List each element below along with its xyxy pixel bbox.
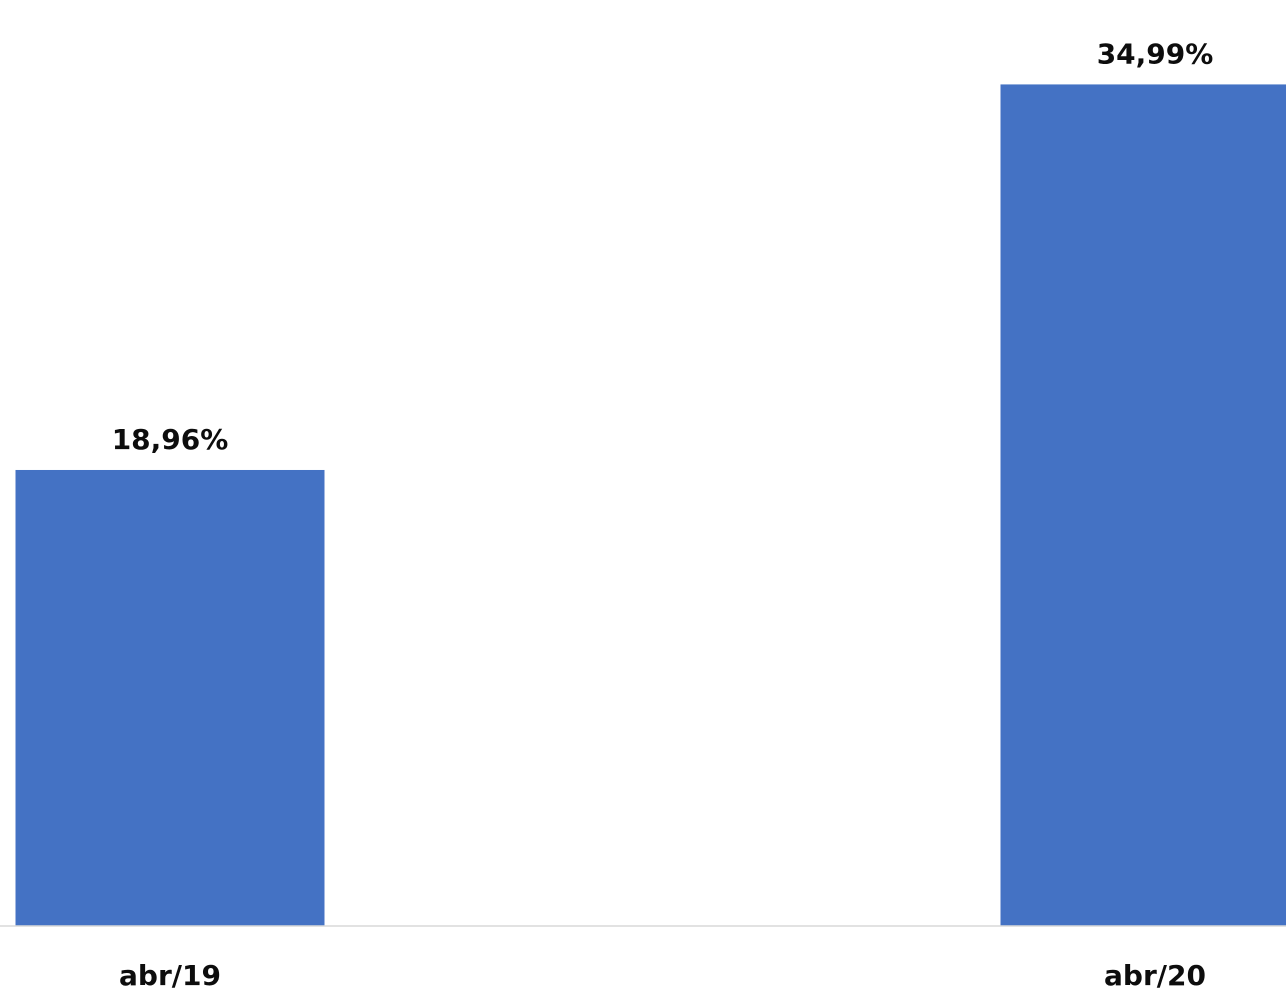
bar-1 xyxy=(15,469,325,926)
bar-2 xyxy=(1000,84,1286,926)
x-tick-label-2: abr/20 xyxy=(1104,959,1206,992)
x-tick-label-1: abr/19 xyxy=(119,959,221,992)
data-label-2: 34,99% xyxy=(1097,37,1214,70)
bars-group xyxy=(15,84,1286,926)
data-labels-group: 18,96% 34,99% xyxy=(112,37,1214,456)
data-label-1: 18,96% xyxy=(112,423,229,456)
x-tick-labels-group: abr/19 abr/20 xyxy=(119,959,1206,992)
